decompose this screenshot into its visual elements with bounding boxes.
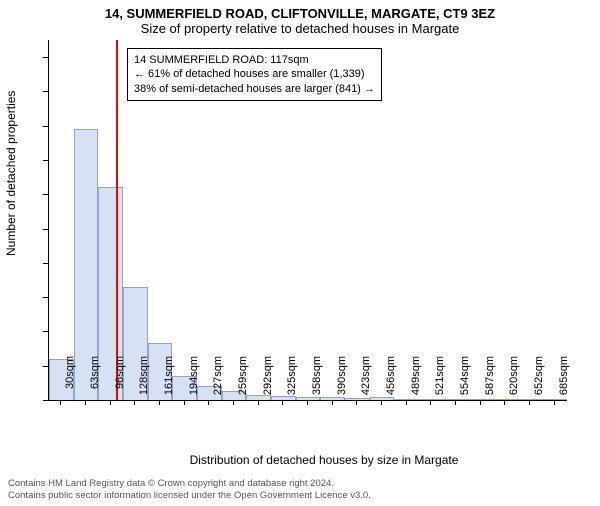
x-tick-mark xyxy=(208,400,209,405)
y-tick-mark xyxy=(43,57,48,58)
x-tick-mark xyxy=(504,400,505,405)
x-tick-mark xyxy=(356,400,357,405)
plot-area: 14 SUMMERFIELD ROAD: 117sqm ← 61% of det… xyxy=(48,40,567,401)
y-tick-mark xyxy=(43,263,48,264)
x-tick-label: 390sqm xyxy=(336,356,348,406)
footer-line-2: Contains public sector information licen… xyxy=(8,490,371,502)
x-tick-mark xyxy=(258,400,259,405)
x-tick-mark xyxy=(85,400,86,405)
x-tick-mark xyxy=(282,400,283,405)
x-tick-label: 685sqm xyxy=(558,356,570,406)
x-tick-label: 30sqm xyxy=(64,356,76,406)
page-title-2: Size of property relative to detached ho… xyxy=(0,21,600,36)
page-title-1: 14, SUMMERFIELD ROAD, CLIFTONVILLE, MARG… xyxy=(0,6,600,21)
y-tick-mark xyxy=(43,331,48,332)
x-tick-mark xyxy=(406,400,407,405)
reference-line xyxy=(116,40,118,400)
x-tick-label: 358sqm xyxy=(311,356,323,406)
x-tick-mark xyxy=(529,400,530,405)
y-tick-mark xyxy=(43,160,48,161)
x-tick-label: 554sqm xyxy=(459,356,471,406)
x-tick-mark xyxy=(455,400,456,405)
y-tick-mark xyxy=(43,91,48,92)
x-tick-mark xyxy=(60,400,61,405)
x-tick-label: 423sqm xyxy=(360,356,372,406)
x-tick-mark xyxy=(307,400,308,405)
y-tick-mark xyxy=(43,366,48,367)
x-tick-label: 227sqm xyxy=(212,356,224,406)
x-tick-mark xyxy=(184,400,185,405)
y-tick-mark xyxy=(43,194,48,195)
x-tick-mark xyxy=(332,400,333,405)
x-tick-mark xyxy=(233,400,234,405)
y-tick-mark xyxy=(43,400,48,401)
y-tick-mark xyxy=(43,297,48,298)
annotation-line-1: 14 SUMMERFIELD ROAD: 117sqm xyxy=(134,53,375,67)
x-tick-mark xyxy=(480,400,481,405)
y-tick-mark xyxy=(43,229,48,230)
x-tick-label: 292sqm xyxy=(262,356,274,406)
annotation-box: 14 SUMMERFIELD ROAD: 117sqm ← 61% of det… xyxy=(127,48,382,101)
x-tick-label: 587sqm xyxy=(484,356,496,406)
x-tick-label: 521sqm xyxy=(434,356,446,406)
x-tick-label: 259sqm xyxy=(237,356,249,406)
x-tick-label: 489sqm xyxy=(410,356,422,406)
x-tick-label: 652sqm xyxy=(533,356,545,406)
x-tick-mark xyxy=(110,400,111,405)
x-axis-label: Distribution of detached houses by size … xyxy=(48,453,600,467)
x-tick-label: 194sqm xyxy=(188,356,200,406)
footer-line-1: Contains HM Land Registry data © Crown c… xyxy=(8,478,371,490)
x-tick-mark xyxy=(159,400,160,405)
x-tick-label: 620sqm xyxy=(508,356,520,406)
y-axis-label: Number of detached properties xyxy=(4,91,18,256)
x-tick-label: 456sqm xyxy=(385,356,397,406)
chart-container: 14 SUMMERFIELD ROAD: 117sqm ← 61% of det… xyxy=(48,40,600,467)
x-tick-label: 161sqm xyxy=(163,356,175,406)
y-tick-mark xyxy=(43,126,48,127)
x-tick-mark xyxy=(381,400,382,405)
x-tick-mark xyxy=(554,400,555,405)
annotation-line-3: 38% of semi-detached houses are larger (… xyxy=(134,82,375,96)
x-tick-label: 96sqm xyxy=(114,356,126,406)
footer: Contains HM Land Registry data © Crown c… xyxy=(8,478,371,502)
x-tick-label: 63sqm xyxy=(89,356,101,406)
x-tick-mark xyxy=(134,400,135,405)
x-tick-label: 128sqm xyxy=(138,356,150,406)
x-tick-label: 325sqm xyxy=(286,356,298,406)
annotation-line-2: ← 61% of detached houses are smaller (1,… xyxy=(134,67,375,81)
x-tick-mark xyxy=(430,400,431,405)
